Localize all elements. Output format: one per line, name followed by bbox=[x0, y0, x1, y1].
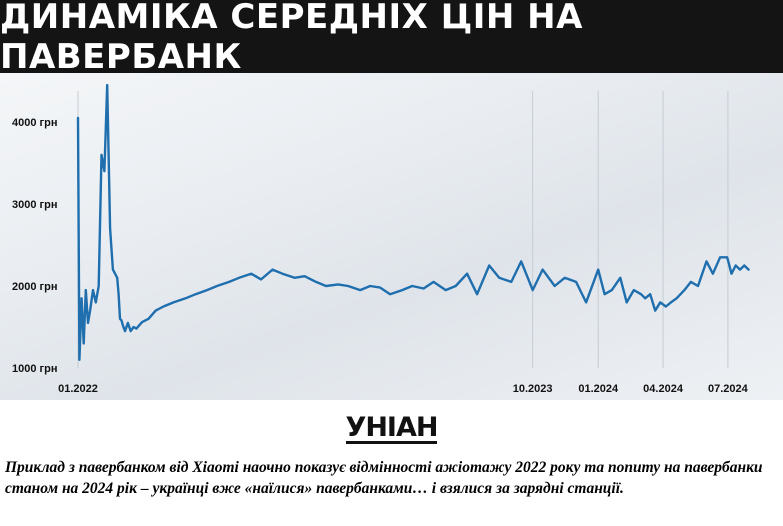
price-line-chart: 01.2022 10.2023 01.2024 04.2024 07.2024 1000 … bbox=[12, 83, 750, 395]
y-tick-label: 2000 грн bbox=[12, 281, 57, 293]
x-tick-label: 01.2022 bbox=[58, 383, 98, 395]
x-tick-label: 10.2023 bbox=[513, 383, 553, 395]
y-tick-label: 4000 грн bbox=[12, 117, 57, 129]
y-tick-label: 1000 грн bbox=[12, 363, 57, 375]
y-tick-label: 3000 грн bbox=[12, 199, 57, 211]
chart-background bbox=[0, 73, 783, 400]
chart-title: ДИНАМІКА СЕРЕДНІХ ЦІН НА ПАВЕРБАНК bbox=[0, 0, 583, 77]
x-tick-label: 01.2024 bbox=[578, 383, 619, 395]
x-tick-label: 07.2024 bbox=[708, 383, 749, 395]
series-line bbox=[76, 83, 750, 361]
title-banner: ДИНАМІКА СЕРЕДНІХ ЦІН НА ПАВЕРБАНК bbox=[0, 0, 783, 77]
x-tick-label: 04.2024 bbox=[643, 383, 684, 395]
caption-text: Приклад з павербанком від Xiaomi наочно … bbox=[5, 459, 763, 497]
logo-area: УНІАН bbox=[0, 400, 783, 458]
unian-logo: УНІАН bbox=[345, 411, 438, 444]
